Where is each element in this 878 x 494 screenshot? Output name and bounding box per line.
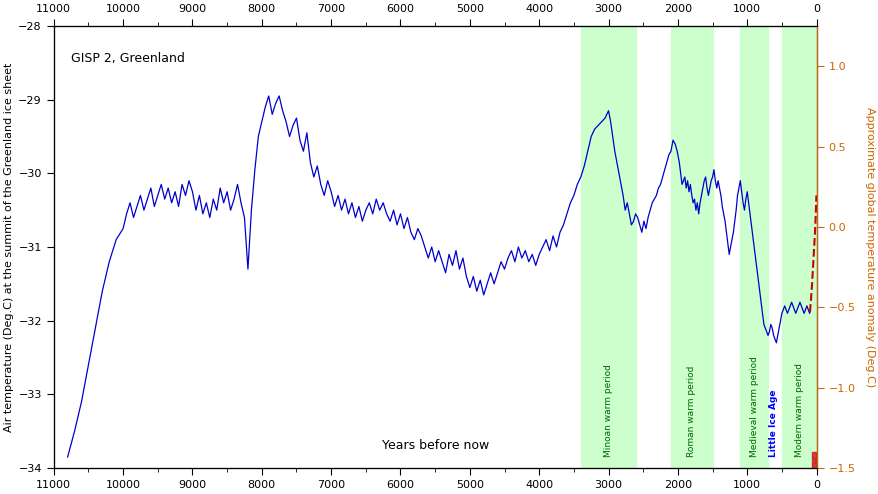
Text: Minoan warm period: Minoan warm period — [603, 364, 612, 457]
Text: Medieval warm period: Medieval warm period — [749, 356, 758, 457]
Text: Roman warm period: Roman warm period — [687, 366, 695, 457]
Text: Modern warm period: Modern warm period — [794, 363, 802, 457]
Bar — [580, 26, 636, 468]
Text: Years before now: Years before now — [381, 440, 488, 453]
Text: Little Ice Age: Little Ice Age — [768, 389, 777, 457]
Y-axis label: Air temperature (Deg.C) at the summit of the Greenland ice sheet: Air temperature (Deg.C) at the summit of… — [4, 62, 14, 432]
Bar — [739, 26, 767, 468]
Text: GISP 2, Greenland: GISP 2, Greenland — [71, 52, 184, 65]
Bar — [811, 452, 815, 468]
Y-axis label: Approximate global temperature anomaly (Deg.C): Approximate global temperature anomaly (… — [864, 107, 874, 387]
Bar — [670, 26, 712, 468]
Bar — [781, 26, 816, 468]
